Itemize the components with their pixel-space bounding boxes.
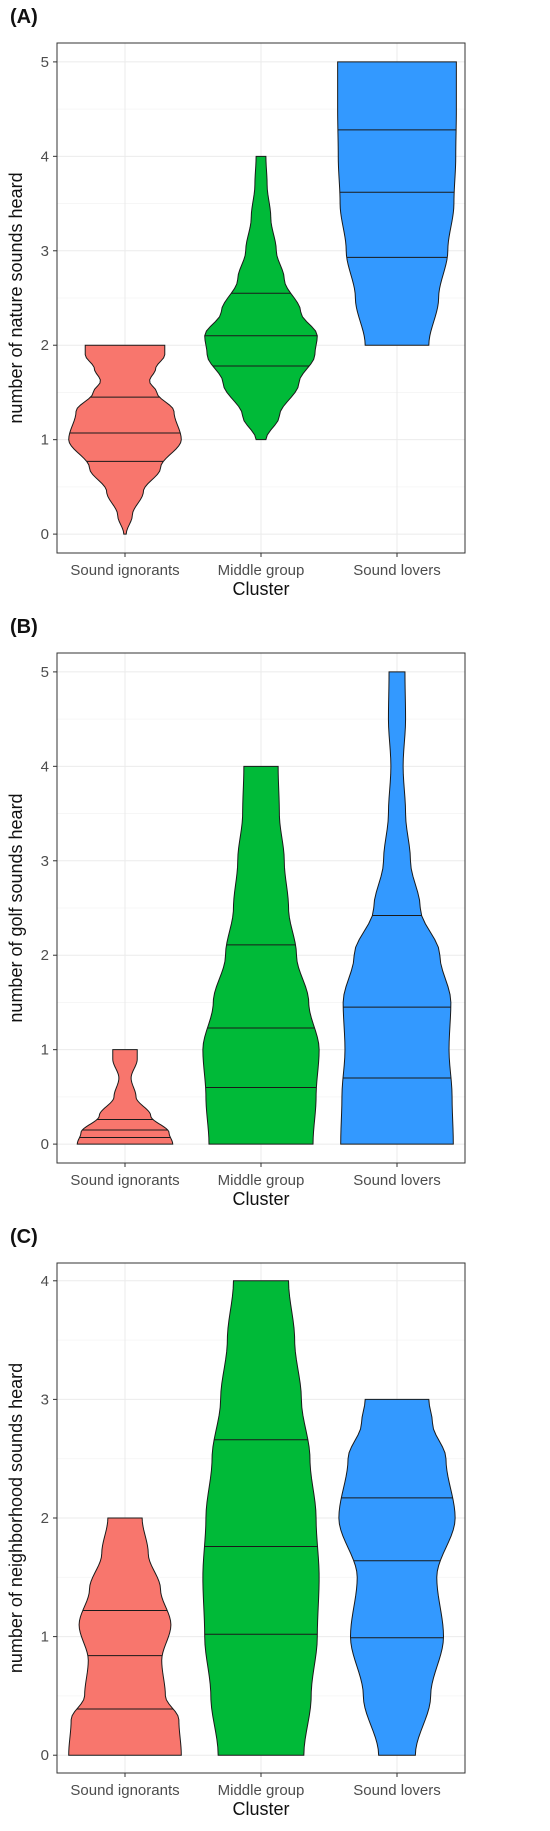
y-axis-title: number of nature sounds heard (6, 172, 26, 423)
panel-label: (A) (10, 6, 38, 28)
panel-c: (C) 0 1 2 3 4 Sound ignorants Middle group Soun… (0, 1220, 550, 1831)
violin-chart-nature: 0 1 2 3 4 5 Sound ignorants Middle group Sound l… (6, 42, 466, 599)
violin-body (202, 765, 320, 1145)
violin-2 (202, 765, 320, 1145)
x-axis-title: Cluster (232, 579, 289, 599)
y-tick-label: 2 (41, 337, 49, 354)
x-tick-label: Sound ignorants (70, 562, 179, 579)
y-axis-title: number of neighborhood sounds heard (6, 1363, 26, 1673)
x-tick-label: Middle group (218, 1172, 305, 1189)
violin-body (68, 344, 182, 535)
y-tick-label: 3 (41, 853, 49, 870)
violin-chart-golf: 0 1 2 3 4 5 Sound ignorants Middle group Sound l… (6, 652, 466, 1209)
violin-body (337, 61, 457, 346)
violin-2 (204, 155, 318, 441)
y-tick-label: 0 (41, 526, 49, 543)
y-tick-label: 1 (41, 432, 49, 449)
y-tick-label: 2 (41, 1510, 49, 1527)
violin-1 (68, 1517, 182, 1756)
violin-3 (337, 61, 457, 346)
panel-label: (C) (10, 1226, 38, 1248)
violin-body (338, 1398, 456, 1756)
violin-1 (68, 344, 182, 535)
y-tick-label: 3 (41, 243, 49, 260)
y-tick-label: 5 (41, 664, 49, 681)
panel-a: (A) 0 1 2 3 4 5 Sound ignorants Middle group Sou… (0, 0, 550, 610)
y-tick-label: 3 (41, 1391, 49, 1408)
violin-2 (202, 1280, 320, 1756)
y-tick-label: 1 (41, 1629, 49, 1646)
y-tick-label: 1 (41, 1042, 49, 1059)
violin-3 (340, 671, 454, 1145)
panel-b: (B) 0 1 2 3 4 5 Sound ignorants Middle group Sou… (0, 610, 550, 1220)
y-tick-label: 2 (41, 947, 49, 964)
x-axis-title: Cluster (232, 1189, 289, 1209)
y-tick-label: 0 (41, 1747, 49, 1764)
violin-body (340, 671, 454, 1145)
x-tick-label: Middle group (218, 1782, 305, 1799)
x-axis-title: Cluster (232, 1799, 289, 1819)
x-tick-label: Sound ignorants (70, 1782, 179, 1799)
y-tick-label: 5 (41, 54, 49, 71)
y-tick-label: 0 (41, 1136, 49, 1153)
y-axis-title: number of golf sounds heard (6, 793, 26, 1022)
y-tick-label: 4 (41, 758, 49, 775)
x-tick-label: Sound ignorants (70, 1172, 179, 1189)
violin-body (68, 1517, 182, 1756)
x-tick-label: Sound lovers (353, 1782, 441, 1799)
violin-body (204, 155, 318, 441)
x-tick-label: Sound lovers (353, 562, 441, 579)
violin-body (202, 1280, 320, 1756)
violin-body (76, 1049, 174, 1145)
violin-chart-neighborhood: 0 1 2 3 4 Sound ignorants Middle group Sound lo… (6, 1262, 466, 1819)
panel-label: (B) (10, 616, 38, 638)
y-tick-label: 4 (41, 148, 49, 165)
x-tick-label: Sound lovers (353, 1172, 441, 1189)
y-tick-label: 4 (41, 1273, 49, 1290)
violin-1 (76, 1049, 174, 1145)
x-tick-label: Middle group (218, 562, 305, 579)
violin-3 (338, 1398, 456, 1756)
